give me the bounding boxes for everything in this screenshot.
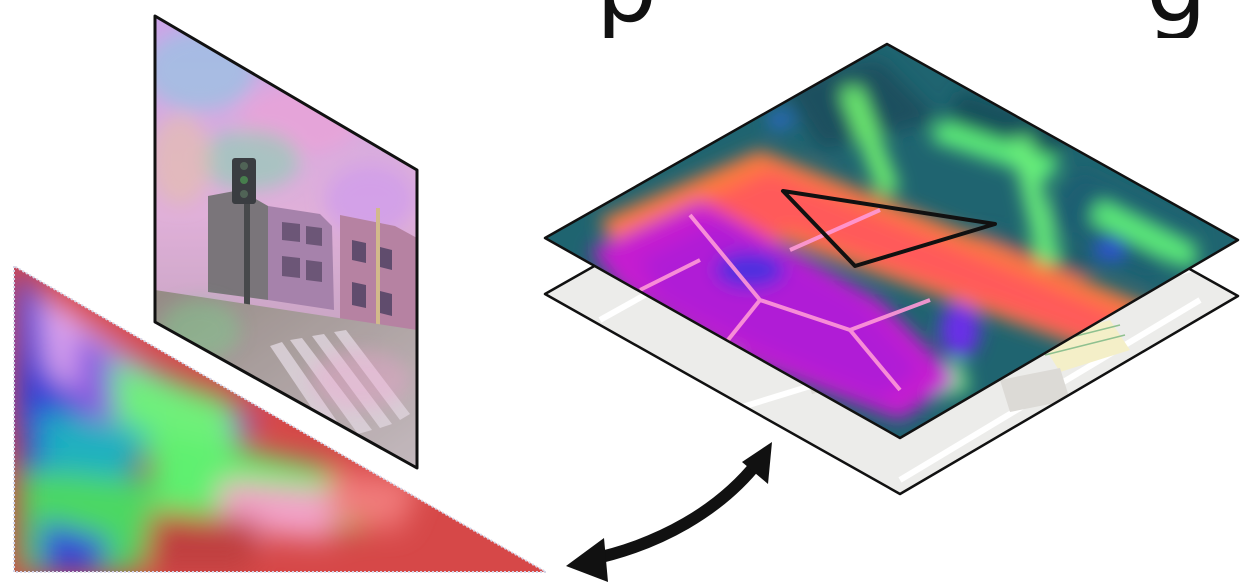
arrowhead-right xyxy=(742,442,772,484)
title-fragment-p: p xyxy=(596,0,666,38)
title-fragment-g: g xyxy=(1146,0,1226,38)
matching-arrow xyxy=(566,442,772,582)
arrowhead-left xyxy=(566,538,608,582)
aerial-map-feature-layer xyxy=(543,42,1240,440)
